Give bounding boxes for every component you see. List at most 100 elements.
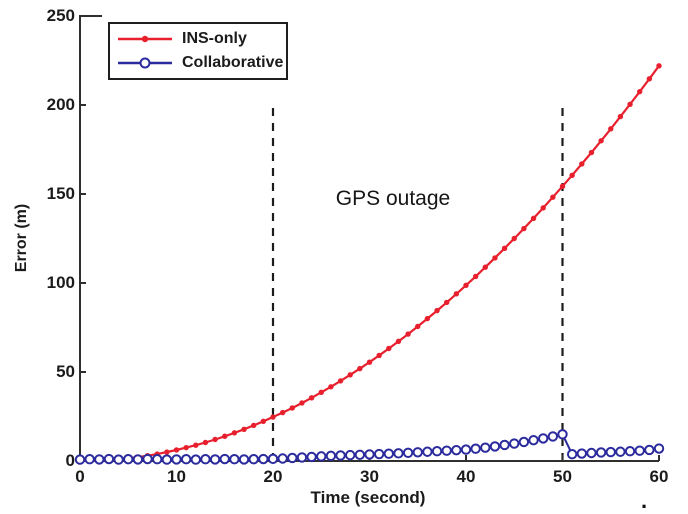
- marker-dot: [193, 442, 199, 448]
- marker-dot: [366, 359, 373, 365]
- marker-circle: [402, 447, 414, 459]
- marker-dot: [308, 395, 315, 401]
- marker-dot: [463, 282, 469, 289]
- marker-dot: [318, 389, 324, 395]
- marker-circle: [316, 451, 327, 462]
- marker-circle: [441, 445, 452, 456]
- marker-circle: [518, 436, 530, 448]
- marker-dot: [637, 88, 643, 95]
- marker-dot: [212, 436, 218, 443]
- stray-period-mark: .: [641, 488, 648, 513]
- y-tick-label-200: 200: [46, 95, 75, 114]
- marker-circle: [576, 448, 587, 459]
- marker-dot: [501, 245, 508, 251]
- marker-circle: [238, 454, 250, 465]
- marker-circle: [161, 454, 173, 465]
- marker-dot: [453, 291, 460, 297]
- marker-circle: [566, 449, 578, 460]
- legend-line-sample-blue: [118, 57, 172, 69]
- marker-circle: [229, 454, 240, 465]
- marker-circle: [470, 443, 481, 454]
- marker-dot: [569, 172, 575, 179]
- y-tick-label-50: 50: [56, 362, 75, 381]
- marker-circle: [509, 438, 520, 449]
- marker-circle: [383, 448, 394, 459]
- legend: INS-only Collaborative: [108, 22, 288, 80]
- marker-dot: [482, 264, 488, 270]
- y-tick-label-150: 150: [46, 184, 75, 203]
- marker-dot: [434, 307, 440, 314]
- y-tick-label-0: 0: [65, 451, 75, 470]
- marker-dot: [617, 113, 624, 120]
- x-tick-label-30: 30: [360, 467, 379, 486]
- legend-line-sample-red: [118, 35, 172, 43]
- marker-dot: [415, 323, 421, 330]
- marker-circle: [113, 454, 124, 465]
- x-tick-label-0: 0: [75, 467, 85, 486]
- marker-dot: [183, 444, 189, 451]
- marker-circle: [431, 446, 443, 457]
- y-tick-label-100: 100: [46, 273, 75, 292]
- marker-dot: [231, 430, 238, 436]
- marker-dot: [646, 76, 653, 82]
- marker-dot: [386, 345, 392, 352]
- marker-circle: [653, 443, 665, 454]
- marker-circle: [480, 442, 491, 453]
- marker-circle: [132, 454, 144, 465]
- marker-circle: [84, 454, 95, 465]
- marker-circle: [103, 453, 115, 465]
- marker-circle: [190, 454, 202, 465]
- marker-circle: [209, 454, 221, 465]
- marker-dot: [376, 352, 382, 359]
- marker-circle: [557, 429, 568, 440]
- marker-dot: [521, 225, 527, 232]
- marker-circle: [258, 453, 269, 465]
- marker-circle: [644, 444, 655, 456]
- marker-circle: [547, 431, 559, 442]
- marker-dot: [357, 365, 363, 372]
- axis-lines: [79, 15, 659, 462]
- marker-circle: [364, 449, 375, 460]
- marker-dot: [444, 299, 450, 306]
- marker-circle: [200, 454, 211, 465]
- marker-dot: [328, 384, 334, 390]
- x-tick-label-50: 50: [553, 467, 572, 486]
- marker-circle: [142, 453, 153, 465]
- marker-circle: [595, 447, 607, 458]
- marker-dot: [530, 215, 537, 222]
- legend-sample-marker: [141, 35, 149, 43]
- marker-circle: [499, 439, 510, 451]
- marker-circle: [412, 447, 423, 458]
- marker-dot: [202, 439, 209, 446]
- marker-dot: [472, 273, 479, 280]
- marker-circle: [634, 445, 645, 456]
- marker-dot: [222, 433, 228, 439]
- marker-circle: [335, 450, 346, 461]
- marker-dot: [540, 205, 546, 211]
- marker-circle: [605, 446, 616, 458]
- legend-item-ins-only: INS-only: [116, 28, 280, 50]
- marker-circle: [393, 448, 404, 459]
- marker-dot: [656, 63, 662, 69]
- marker-circle: [94, 454, 105, 465]
- marker-circle: [373, 448, 385, 460]
- marker-dot: [164, 449, 170, 455]
- marker-circle: [624, 446, 636, 457]
- marker-dot: [279, 409, 286, 416]
- marker-dot: [492, 255, 498, 261]
- marker-dot: [579, 161, 585, 167]
- marker-circle: [287, 452, 298, 464]
- marker-circle: [171, 454, 182, 465]
- marker-circle: [422, 446, 433, 457]
- marker-circle: [277, 453, 288, 464]
- marker-dot: [424, 315, 431, 322]
- legend-label-collaborative: Collaborative: [182, 54, 284, 71]
- marker-circle: [123, 454, 134, 465]
- y-tick-label-250: 250: [46, 6, 75, 25]
- marker-circle: [306, 451, 317, 463]
- marker-circle: [248, 454, 259, 465]
- marker-circle: [296, 452, 308, 463]
- x-tick-label-40: 40: [456, 467, 476, 486]
- marker-circle: [460, 444, 472, 455]
